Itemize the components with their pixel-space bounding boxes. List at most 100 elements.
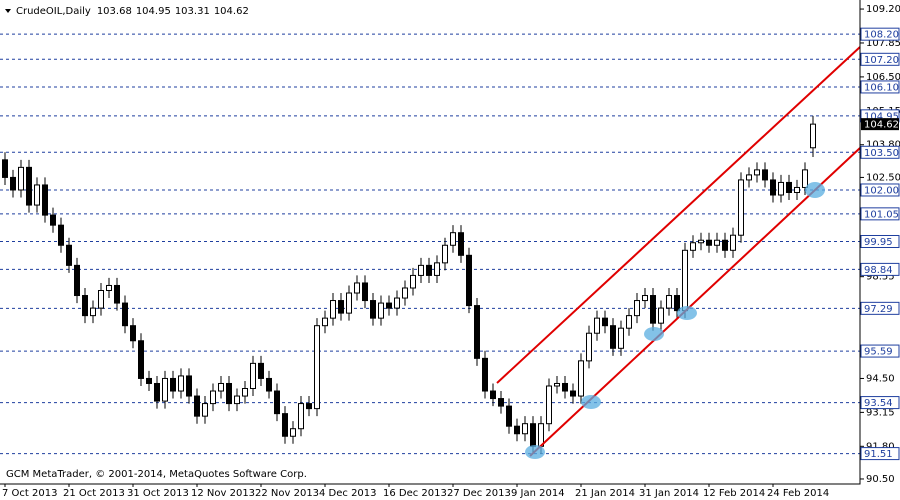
candle-body	[74, 264, 80, 297]
level-label-box	[860, 234, 900, 248]
candle-body	[386, 302, 392, 309]
candle-body	[762, 169, 768, 181]
candle-body	[170, 377, 176, 392]
candle-body	[194, 395, 200, 417]
level-label-box	[860, 27, 900, 41]
candle-body	[498, 398, 504, 407]
level-label-box	[860, 80, 900, 94]
candle-body	[474, 305, 480, 359]
candle-body	[10, 176, 16, 191]
candle-body	[770, 179, 776, 196]
candle-body	[546, 385, 552, 425]
candle-body	[658, 307, 664, 324]
candle-body	[162, 377, 168, 402]
candle-body	[402, 287, 408, 299]
candle-body	[378, 302, 384, 319]
axis-frame	[0, 0, 861, 485]
candle-body	[410, 274, 416, 289]
candle-body	[682, 249, 688, 312]
candle-body	[282, 413, 288, 437]
candle-body	[290, 428, 296, 437]
candle-body	[146, 377, 152, 384]
x-tick-label: 21 Jan 2014	[575, 488, 635, 499]
candle-body	[754, 169, 760, 176]
candle-body	[466, 254, 472, 307]
level-label-box	[860, 447, 900, 461]
candle-body	[570, 390, 576, 397]
candle-body	[722, 239, 728, 251]
candle-body	[114, 284, 120, 304]
candle-body	[618, 327, 624, 349]
level-label-box	[860, 262, 900, 276]
candle-body	[26, 166, 32, 206]
candle-body	[18, 166, 24, 191]
candle-body	[530, 423, 536, 447]
candle-body	[2, 159, 8, 178]
candle-body	[418, 264, 424, 276]
candle-body	[434, 262, 440, 276]
candle-body	[98, 290, 104, 309]
level-label: 107.20	[864, 55, 899, 66]
candle-body	[322, 317, 328, 327]
candle-body	[674, 295, 680, 312]
candle-body	[810, 123, 816, 149]
x-tick-label: 16 Dec 2013	[383, 488, 447, 499]
candle-body	[714, 239, 720, 246]
current-price-box	[861, 118, 899, 131]
level-label: 98.84	[864, 265, 893, 276]
level-label-box	[860, 301, 900, 315]
candle-body	[66, 244, 72, 266]
candle-body	[522, 423, 528, 435]
chart-header: CrudeOIL,Daily 103.68 104.95 103.31 104.62	[16, 6, 249, 17]
y-tick-label: 93.15	[866, 407, 895, 418]
y-tick-label: 109.20	[866, 4, 900, 15]
level-label: 106.10	[864, 82, 899, 93]
axis: 109.20107.85106.50105.15103.80102.5098.5…	[2, 4, 900, 499]
x-tick-label: 22 Nov 2013	[255, 488, 319, 499]
candle-body	[586, 332, 592, 362]
y-tick-label: 106.50	[866, 72, 900, 83]
candle-body	[738, 179, 744, 236]
candle-body	[130, 325, 136, 342]
candle-body	[266, 377, 272, 392]
level-label-box	[860, 396, 900, 410]
close-value: 104.62	[214, 6, 249, 17]
x-tick-label: 27 Dec 2013	[447, 488, 511, 499]
candle-body	[202, 403, 208, 417]
candle-body	[330, 300, 336, 319]
candle-body	[730, 234, 736, 251]
copyright: GCM MetaTrader, © 2001-2014, MetaQuotes …	[6, 469, 307, 480]
x-tick-label: 12 Feb 2014	[703, 488, 765, 499]
candle-body	[306, 403, 312, 410]
x-tick-label: 9 Jan 2014	[511, 488, 565, 499]
candle-body	[698, 239, 704, 244]
level-label: 108.20	[864, 30, 899, 41]
candle-body	[314, 325, 320, 410]
y-tick-label: 91.80	[866, 441, 895, 452]
candle-body	[506, 405, 512, 427]
level-label: 103.50	[864, 148, 899, 159]
level-label-box	[860, 145, 900, 159]
candle-body	[258, 362, 264, 379]
candle-body	[650, 295, 656, 324]
candle-body	[50, 214, 56, 226]
x-tick-label: 24 Feb 2014	[767, 488, 829, 499]
touch-marker	[581, 395, 601, 409]
x-tick-label: 4 Dec 2013	[319, 488, 377, 499]
candle-body	[234, 395, 240, 405]
touch-marker	[525, 445, 545, 459]
candle-body	[426, 264, 432, 276]
y-tick-label: 90.50	[866, 474, 895, 485]
candles	[2, 115, 816, 454]
candle-body	[642, 295, 648, 302]
level-label-box	[860, 52, 900, 66]
candle-body	[594, 317, 600, 334]
current-price-label: 104.62	[864, 120, 899, 131]
level-label: 97.29	[864, 304, 893, 315]
candle-body	[226, 382, 232, 405]
y-tick-label: 103.80	[866, 140, 900, 151]
open-value: 103.68	[97, 6, 132, 17]
candle-body	[514, 425, 520, 435]
